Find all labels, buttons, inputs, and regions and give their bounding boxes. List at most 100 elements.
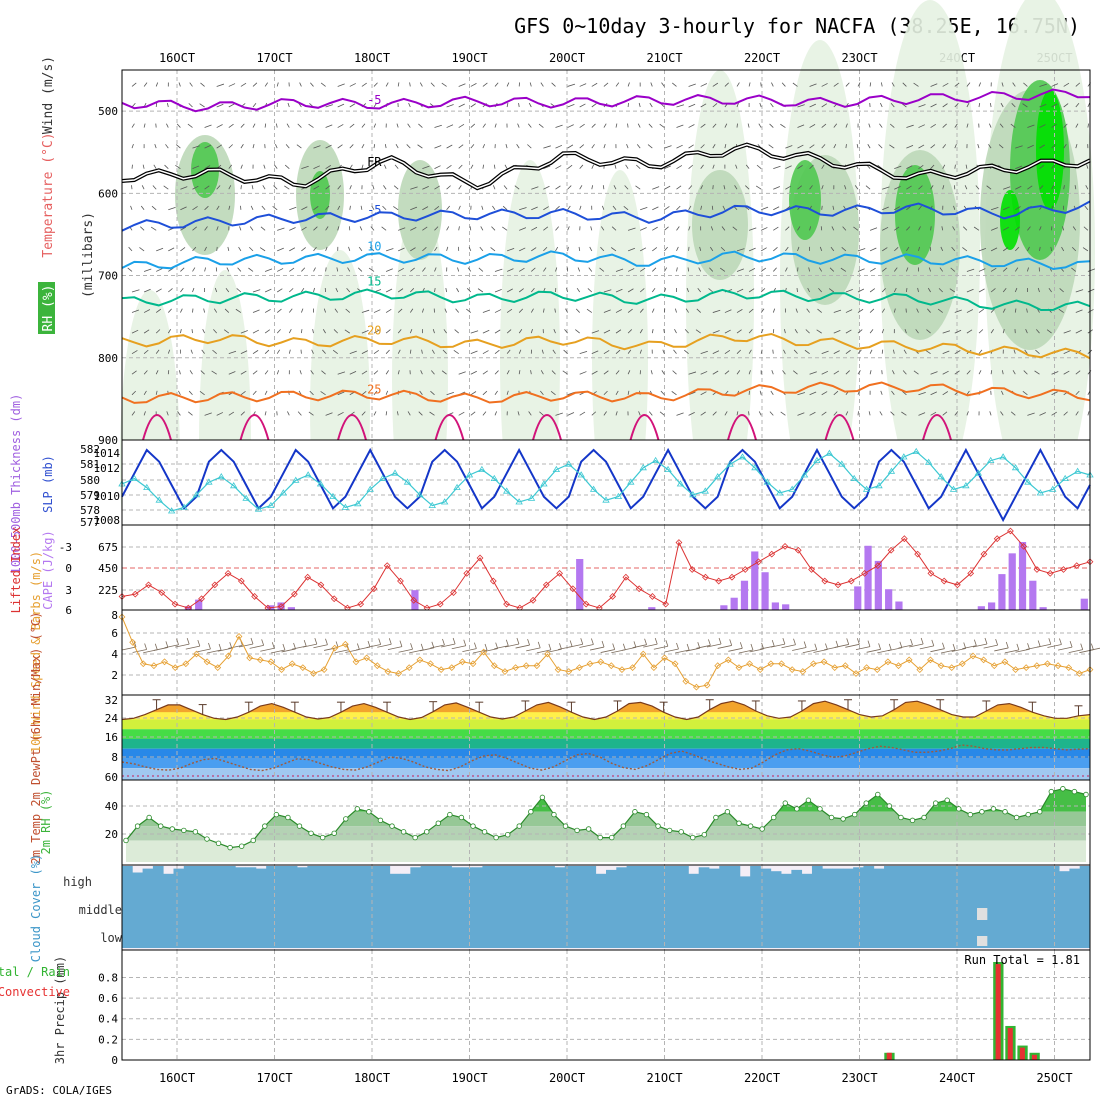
wind-barb — [930, 226, 932, 231]
cloud-bar — [441, 866, 452, 892]
wind-barb — [514, 185, 520, 190]
cloud-bar — [214, 892, 226, 920]
wind-barb-feather — [708, 639, 711, 646]
wind-barb-surface — [951, 648, 966, 652]
wind-speed-point — [1044, 660, 1051, 668]
wind-barb-feather — [474, 642, 477, 649]
cloud-bar — [348, 920, 360, 948]
wind-barb — [337, 411, 344, 416]
wind-barb — [586, 308, 593, 313]
cloud-bar — [142, 892, 154, 920]
top-date-label: 21OCT — [646, 51, 682, 65]
cloud-bar — [945, 892, 957, 920]
wind-barb-feather — [197, 640, 201, 647]
wind-barb — [308, 123, 314, 128]
thickness-point — [726, 460, 734, 467]
wind-barb — [809, 411, 816, 416]
wind-barb — [1063, 350, 1071, 355]
wind-barb — [289, 267, 295, 272]
wind-barb-surface — [217, 647, 232, 652]
wind-barb — [180, 287, 184, 293]
wind-barb — [385, 411, 388, 416]
wind-barb — [615, 82, 620, 87]
wind-barb — [394, 164, 399, 169]
wind-barb — [481, 205, 484, 210]
bottom-date-label: 23OCT — [841, 1071, 877, 1085]
cloud-bar — [327, 892, 339, 920]
wind-barb — [771, 370, 774, 375]
wind-barb — [988, 144, 992, 149]
li-point — [145, 581, 152, 589]
li-point — [131, 590, 139, 598]
wind-barb — [600, 246, 605, 252]
wind-barb — [1051, 391, 1058, 396]
wind-barb — [1003, 186, 1011, 190]
wind-barb — [918, 226, 921, 231]
wind-barb — [456, 287, 460, 293]
wind-barb-surface — [153, 647, 168, 651]
wind-barb — [575, 329, 580, 334]
wind-barb — [190, 349, 193, 354]
wind-barb — [422, 165, 430, 170]
wind-barb — [688, 164, 694, 169]
wind-barb — [543, 246, 548, 252]
wind-barb — [918, 185, 923, 190]
wind-barb — [769, 411, 774, 416]
thickness-tick-label: 581 — [80, 458, 100, 471]
wind-barb — [506, 268, 514, 272]
cloud-bar — [1007, 892, 1019, 920]
wind-barb — [494, 390, 498, 396]
rh2m-point — [308, 830, 314, 836]
isotherm-label: 10 — [367, 240, 381, 254]
wind-barb — [780, 411, 786, 416]
wind-barb — [264, 329, 271, 334]
wind-barb — [1084, 205, 1089, 211]
rh2m-point — [377, 817, 384, 824]
wind-barb — [1046, 329, 1052, 334]
cloud-bar — [966, 920, 978, 948]
wind-barb — [918, 164, 924, 169]
wind-barb — [603, 411, 607, 416]
li-point — [383, 562, 391, 570]
rh2m-point — [817, 806, 823, 812]
wind-barb — [301, 165, 309, 170]
precip-total-legend: Total / Rain — [0, 965, 70, 979]
wind-barb-surface — [845, 643, 860, 648]
wind-barb — [349, 370, 357, 375]
thickness-ylabel: 1000-500mb Thickness (dm) — [9, 394, 23, 575]
thickness-point — [924, 458, 933, 465]
wind-speed-point — [852, 670, 860, 677]
wind-barb — [397, 370, 400, 375]
wind-barb — [857, 349, 862, 354]
upper-air-temp-legend: Temperature (°C) — [41, 132, 56, 257]
wind-barb — [506, 329, 512, 334]
li-point — [158, 589, 166, 596]
wind-barb — [168, 206, 176, 211]
wind-barb-feather — [420, 643, 424, 650]
wind-barb-surface — [568, 643, 583, 648]
wind-barb-surface — [579, 644, 594, 648]
li-point — [463, 569, 471, 577]
wind-barb — [175, 144, 181, 149]
wind-barb — [285, 144, 290, 149]
wind-barb — [1087, 102, 1091, 108]
wind-barb — [949, 288, 956, 293]
cloud-bar — [791, 920, 803, 948]
wind-barb — [385, 370, 389, 375]
wind-barb — [393, 206, 399, 211]
li-point — [184, 604, 192, 612]
wind-barb — [288, 349, 291, 354]
cloud-bar — [235, 920, 246, 948]
wind-barb — [240, 123, 245, 128]
cloud-bar — [389, 920, 401, 948]
cloud-bar — [245, 867, 257, 892]
li-point — [781, 543, 789, 550]
li-point — [675, 539, 683, 546]
thickness-point — [838, 460, 846, 467]
wind-speed-point — [352, 658, 360, 666]
wind-barb — [445, 287, 447, 293]
li-point — [821, 577, 829, 585]
wind-barb — [128, 246, 133, 252]
wind-barb — [180, 186, 188, 190]
wind-barb — [180, 308, 183, 313]
